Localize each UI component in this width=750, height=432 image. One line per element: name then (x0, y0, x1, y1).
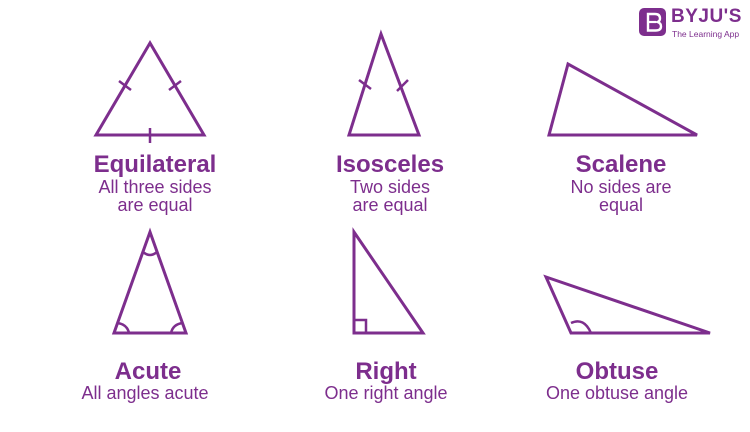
acute-triangle-figure (111, 227, 189, 335)
obtuse-desc-line-1: One obtuse angle (545, 383, 689, 403)
brand-name: BYJU'S (671, 6, 742, 27)
right-angle-marker (354, 318, 368, 333)
equilateral-triangle (93, 40, 207, 137)
equal-side-tick-left (118, 80, 132, 91)
isosceles-title: Isosceles (335, 151, 445, 178)
scalene-triangle (547, 61, 698, 137)
obtuse-angle-arc (570, 320, 593, 334)
isosceles-desc-line-2: are equal (352, 195, 428, 215)
equal-side-tick-right (168, 80, 182, 91)
scalene-desc-line-1: No sides are (570, 177, 672, 197)
right-title: Right (355, 358, 417, 385)
angle-arc-left (116, 321, 131, 334)
equilateral-desc-line-2: are equal (117, 195, 193, 215)
acute-desc-line-1: All angles acute (81, 383, 209, 403)
byjus-logo-icon (639, 8, 666, 36)
scalene-desc-line-2: equal (598, 195, 644, 215)
right-desc-line-1: One right angle (324, 383, 448, 403)
equal-side-tick-right (396, 79, 409, 92)
scalene-triangle-figure (547, 61, 698, 137)
right-triangle (352, 227, 426, 335)
equilateral-triangle-figure (93, 40, 207, 143)
equilateral-desc-line-1: All three sides (98, 177, 212, 197)
isosceles-desc-line-1: Two sides (349, 177, 431, 197)
equal-side-tick-left (358, 79, 372, 90)
obtuse-triangle-figure (543, 274, 711, 335)
isosceles-triangle-figure (346, 29, 422, 137)
scalene-title: Scalene (575, 151, 667, 178)
angle-arc-top (142, 251, 158, 257)
equilateral-title: Equilateral (93, 151, 217, 178)
acute-title: Acute (114, 358, 182, 385)
acute-triangle (111, 227, 189, 335)
obtuse-title: Obtuse (575, 358, 659, 385)
byjus-logo: BYJU'S The Learning App (636, 6, 748, 40)
right-triangle-figure (352, 227, 426, 335)
obtuse-triangle (543, 274, 711, 335)
angle-arc-right (169, 321, 184, 334)
isosceles-triangle (346, 29, 422, 137)
brand-tagline: The Learning App (672, 29, 740, 39)
